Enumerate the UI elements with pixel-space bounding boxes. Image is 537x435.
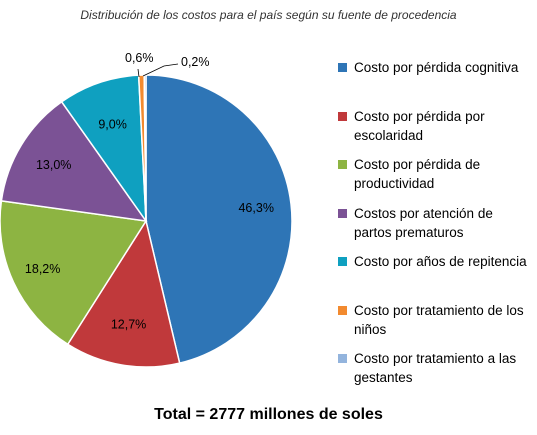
legend-label: Costo por pérdida cognitiva [354,60,519,75]
slice-data-label: 9,0% [98,117,127,131]
legend-swatch [338,160,347,169]
legend-item: Costo por años de repitencia [338,252,533,301]
slice-data-label: 46,3% [238,201,273,215]
slice-data-label: 0,2% [181,55,210,69]
pie-slice [145,74,293,364]
legend-item: Costo por tratamiento de los niños [338,301,533,350]
legend-swatch [338,354,347,363]
chart-title: Distribución de los costos para el país … [80,8,457,22]
legend-label: Costo por pérdida por escolaridad [354,108,485,143]
legend-swatch [338,305,347,315]
leader-line [137,68,140,78]
pie-slice [60,74,147,224]
legend-swatch [338,111,347,121]
slice-data-label: 18,2% [25,262,60,276]
legend-label: Costo por tratamiento a las gestantes [354,351,517,385]
legend-item: Costo por pérdida de productividad [338,155,533,204]
legend-swatch [338,208,347,218]
pie-slice [0,200,148,346]
slice-data-label: 12,7% [111,318,146,332]
legend-label: Costo por pérdida de productividad [354,157,481,191]
legend-item: Costos por atención de partos prematuros [338,204,533,253]
legend-swatch [338,63,347,72]
legend-item: Costo por tratamiento a las gestantes [338,349,533,398]
legend-item: Costo por pérdida cognitiva [338,58,533,107]
leader-line [142,63,179,77]
chart-legend: Costo por pérdida cognitiva Costo por pér… [338,58,533,398]
slice-data-label: 13,0% [36,158,71,172]
pie-slice [0,100,148,222]
legend-label: Costo por tratamiento de los niños [354,302,524,337]
chart-total: Total = 2777 millones de soles [154,406,383,423]
pie-slice [66,219,181,368]
slice-data-label: 0,6% [125,51,154,65]
legend-label: Costo por años de repitencia [354,254,527,269]
legend-label: Costos por atención de partos prematuros [354,205,493,240]
legend-swatch [338,257,347,266]
legend-item: Costo por pérdida por escolaridad [338,107,533,156]
